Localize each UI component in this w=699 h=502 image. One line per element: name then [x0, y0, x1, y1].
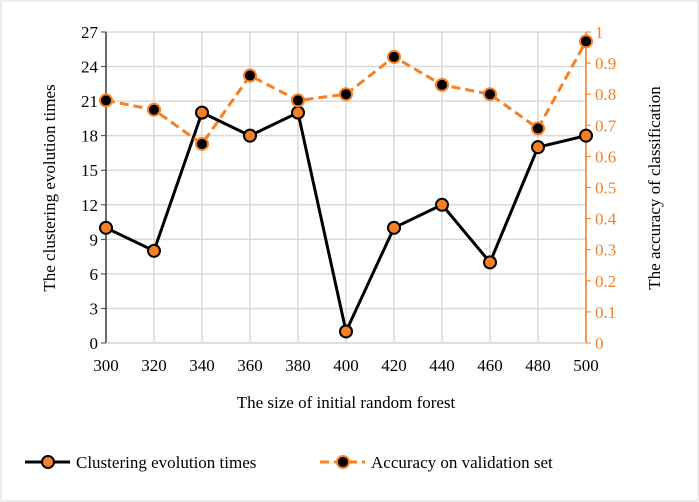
x-tick-label: 420: [381, 356, 407, 375]
y-tick-label: 24: [81, 58, 99, 77]
legend-marker-0: [41, 455, 55, 469]
data-point: [99, 93, 113, 108]
data-point: [579, 128, 593, 143]
x-axis-label: The size of initial random forest: [237, 393, 456, 412]
legend-label-0: Clustering evolution times: [76, 453, 256, 472]
data-point: [291, 93, 305, 108]
x-tick-label: 440: [429, 356, 455, 375]
y2-tick-label: 0.9: [595, 54, 616, 73]
x-tick-label: 500: [573, 356, 599, 375]
x-tick-label: 340: [189, 356, 215, 375]
y2-tick-label: 0.4: [595, 210, 617, 229]
x-tick-label: 300: [93, 356, 119, 375]
data-point: [243, 128, 257, 143]
data-point: [387, 220, 401, 235]
data-point: [483, 255, 497, 270]
y-axis-label: The clustering evolution times: [40, 84, 59, 291]
data-point: [435, 197, 449, 212]
y2-tick-label: 0.8: [595, 85, 616, 104]
x-tick-label: 320: [141, 356, 167, 375]
y2-tick-label: 0.6: [595, 147, 616, 166]
y-tick-label: 9: [90, 230, 99, 249]
data-point: [483, 87, 497, 102]
y2-tick-label: 1: [595, 23, 604, 42]
x-tick-label: 360: [237, 356, 263, 375]
data-point: [531, 121, 545, 136]
data-point: [291, 105, 305, 120]
y-tick-label: 6: [90, 265, 99, 284]
x-tick-label: 380: [285, 356, 311, 375]
data-point: [195, 136, 209, 151]
legend-label-1: Accuracy on validation set: [371, 453, 553, 472]
data-point: [387, 49, 401, 64]
y-tick-label: 12: [81, 196, 98, 215]
y2-tick-label: 0.1: [595, 303, 616, 322]
y2-tick-label: 0.2: [595, 272, 616, 291]
data-point: [339, 87, 353, 102]
data-point: [147, 102, 161, 117]
data-point: [147, 243, 161, 258]
y-tick-label: 3: [90, 299, 99, 318]
y2-axis-label: The accuracy of classification: [645, 86, 664, 290]
y-tick-label: 18: [81, 127, 98, 146]
y2-tick-label: 0.5: [595, 179, 616, 198]
data-point: [243, 68, 257, 83]
x-tick-label: 480: [525, 356, 551, 375]
y2-tick-label: 0.7: [595, 116, 617, 135]
x-tick-label: 400: [333, 356, 359, 375]
data-point: [579, 34, 593, 49]
y-tick-label: 0: [90, 334, 99, 353]
y2-tick-label: 0: [595, 334, 604, 353]
x-tick-label: 460: [477, 356, 503, 375]
y-tick-label: 21: [81, 92, 98, 111]
y-tick-label: 15: [81, 161, 98, 180]
series-line-1: [105, 40, 588, 147]
data-point: [435, 77, 449, 92]
legend-marker-1: [336, 455, 350, 469]
data-point: [531, 140, 545, 155]
data-point: [99, 220, 113, 235]
y-tick-label: 27: [81, 23, 99, 42]
y2-tick-label: 0.3: [595, 241, 616, 260]
data-point: [339, 324, 353, 339]
data-point: [195, 105, 209, 120]
